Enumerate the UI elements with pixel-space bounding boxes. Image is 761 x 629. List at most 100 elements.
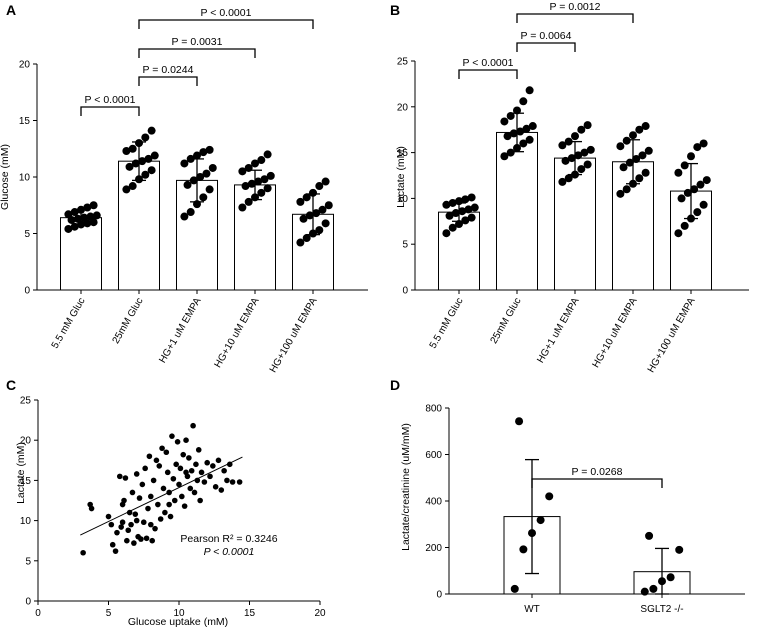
panel-c-data-point: [80, 549, 86, 556]
panel-b-data-point: [525, 86, 534, 95]
panel-c-data-point: [195, 447, 202, 453]
panel-c-data-point: [122, 475, 129, 481]
panel-b-data-point: [500, 117, 509, 126]
panel-b-comparison-bracket: [516, 13, 634, 23]
panel-c-data-point: [148, 521, 154, 528]
panel-b-data-point: [461, 195, 470, 204]
panel-a-data-point: [128, 144, 137, 153]
panel-b-data-point: [451, 209, 460, 218]
panel-c-data-point: [150, 477, 157, 484]
panel-a-data-point: [147, 166, 156, 175]
panel-b-ytick-label: 0: [402, 286, 408, 297]
panel-b-category-label: 5.5 mM Gluc: [428, 296, 466, 351]
panel-c-data-point: [224, 477, 230, 484]
panel-a-comparison-bracket: [138, 48, 256, 58]
panel-c-data-point: [105, 513, 112, 520]
panel-c-xtick-label: 20: [314, 608, 326, 619]
panel-b-data-point: [690, 185, 699, 194]
panel-a-data-point: [80, 213, 89, 222]
panel-a-data-point: [122, 185, 131, 194]
panel-b-ytick-label: 10: [397, 194, 409, 205]
panel-b-data-point: [467, 193, 476, 202]
panel-b-data-point: [458, 207, 467, 216]
panel-a-data-point: [141, 133, 150, 142]
panel-b-data-point: [571, 132, 579, 141]
panel-c-chart: Lactate (mM) Glucose uptake (mM) Pearson…: [15, 396, 326, 629]
panel-b-data-point: [674, 168, 683, 177]
panel-c-data-point: [145, 505, 151, 512]
panel-c-data-point: [201, 479, 208, 485]
panel-b-data-point: [680, 161, 689, 170]
panel-b-chart: Lactate (mM) 0 5 10 15 20 25 5.5 mM Gluc 25mM G…: [395, 1, 749, 375]
panel-b-data-point: [635, 125, 644, 134]
panel-c-ytick-label: 0: [25, 597, 31, 608]
panel-c-data-point: [197, 497, 203, 504]
panel-c-fit-line: [80, 456, 243, 536]
panel-a-data-point: [89, 201, 98, 210]
panel-a-data-point: [257, 156, 266, 165]
panel-c-ytick-label: 5: [25, 556, 31, 567]
panel-d-ylabel: Lactate/creatinine (uM/mM): [400, 423, 412, 551]
panel-a-ylabel: Glucose (mM): [0, 144, 11, 210]
panel-b-data-point: [693, 208, 702, 217]
panel-b-data-point: [625, 158, 634, 167]
panel-d-data-point: [515, 417, 524, 426]
panel-a-category-label: HG+1 uM EMPA: [157, 296, 203, 365]
panel-c-data-point: [169, 433, 175, 439]
panel-c-xlabel: Glucose uptake (mM): [128, 616, 228, 628]
panel-c-data-point: [118, 524, 124, 530]
panel-c-data-point: [116, 473, 123, 480]
panel-c-pearson-r2: Pearson R² = 0.3246: [180, 533, 277, 545]
panel-c-data-point: [124, 537, 130, 544]
panel-c-data-point: [180, 451, 187, 458]
panel-a-data-point: [86, 212, 95, 221]
panel-b-data-point: [696, 180, 705, 189]
panel-letter-b: B: [390, 2, 400, 18]
panel-c-data-point: [128, 521, 134, 528]
panel-c-data-point: [193, 461, 199, 468]
panel-c-data-point: [109, 541, 116, 548]
panel-d-data-point: [645, 531, 654, 540]
panel-c-data-point: [166, 501, 172, 508]
panel-a-category-label: 25mM Gluc: [111, 296, 146, 346]
panel-c-data-point: [140, 519, 147, 526]
panel-c-data-point: [133, 471, 140, 477]
panel-a-category-label: HG+100 uM EMPA: [268, 296, 320, 375]
panel-b-data-point: [674, 229, 683, 238]
panel-b-data-point: [677, 194, 686, 203]
panel-c-data-point: [108, 521, 115, 528]
panel-c-ylabel: Lactate (mM): [15, 442, 27, 504]
panel-b-data-point: [574, 151, 583, 160]
panel-a-data-point: [208, 163, 217, 172]
panel-d-data-point: [675, 545, 684, 554]
panel-d-data-point: [536, 516, 545, 525]
panel-c-data-point: [119, 519, 126, 526]
panel-a-data-point: [321, 177, 330, 186]
panel-d-comparison-bracket: [531, 478, 663, 488]
panel-b-data-point: [500, 152, 509, 161]
panel-a-data-point: [141, 170, 150, 179]
panel-b-data-point: [622, 185, 631, 194]
panel-c-data-point: [191, 489, 198, 496]
panel-c-xtick-label: 10: [173, 608, 185, 619]
panel-a-data-point: [263, 184, 272, 193]
panel-b-category-label: HG+100 uM EMPA: [646, 296, 698, 375]
panel-c-data-point: [163, 449, 170, 456]
panel-a-data-point: [238, 167, 247, 176]
panel-a-data-point: [73, 214, 82, 223]
panel-a-data-point: [92, 211, 101, 220]
panel-a-ytick-label: 20: [19, 60, 31, 71]
panel-c-data-point: [229, 479, 236, 485]
panel-a-data-point: [309, 188, 317, 197]
panel-b-data-point: [470, 203, 479, 212]
panel-a-ytick-label: 10: [19, 173, 31, 184]
panel-c-data-point: [179, 493, 185, 500]
panel-b-data-point: [693, 143, 702, 152]
panel-c-xtick-label: 5: [106, 608, 112, 619]
panel-c-data-point: [171, 497, 178, 504]
panel-c-data-point: [236, 479, 243, 485]
panel-d-data-point: [510, 584, 519, 593]
panel-c-data-point: [190, 422, 196, 429]
panel-c-data-point: [183, 469, 189, 476]
